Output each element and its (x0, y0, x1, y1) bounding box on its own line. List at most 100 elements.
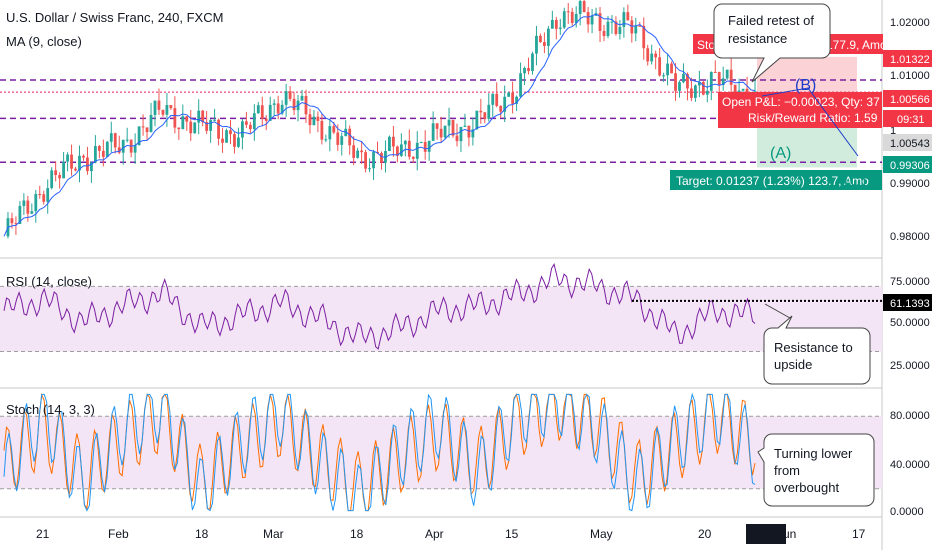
candle-body (570, 11, 574, 23)
stop-label-amount: 177.9, Amo (826, 38, 887, 52)
date-cursor-badge (746, 524, 786, 544)
candle-body (729, 69, 733, 85)
candle-body (284, 91, 288, 105)
current-price-badge (883, 90, 932, 107)
price-tick: 0.98000 (890, 231, 930, 243)
candle-body (233, 134, 236, 147)
ma-line (3, 13, 756, 237)
candle-body (30, 211, 34, 214)
candle-body (133, 145, 137, 153)
candle-body (598, 13, 602, 31)
candle-body (185, 116, 189, 122)
candle-body (423, 141, 427, 152)
candle-body (78, 155, 81, 171)
candle-body (165, 105, 169, 115)
candle-body (586, 12, 590, 25)
candle-body (515, 96, 518, 104)
time-label: Mar (263, 527, 284, 541)
candle-body (229, 130, 232, 135)
candle-body (666, 63, 669, 76)
candle-body (642, 25, 646, 49)
candle-body (189, 121, 193, 134)
candle-body (209, 120, 213, 131)
candle-body (392, 136, 395, 147)
candle-body (658, 57, 662, 76)
candle-body (399, 144, 403, 156)
candle-body (237, 137, 240, 147)
candle-body (674, 73, 677, 91)
candle-body (348, 128, 352, 146)
candle-body (697, 81, 701, 86)
candle-body (483, 112, 487, 119)
candle-body (503, 96, 507, 112)
candle-body (177, 127, 181, 130)
timer-badge-text: 09:31 (897, 114, 925, 126)
candle-body (125, 139, 129, 141)
stop-price-badge (883, 50, 932, 67)
time-label: Feb (108, 527, 129, 541)
candle-body (471, 129, 475, 138)
candle-body (686, 73, 689, 89)
candle-body (304, 95, 308, 115)
candle-body (173, 108, 177, 128)
candle-body (606, 21, 610, 37)
candle-body (336, 132, 340, 145)
candle-body (62, 161, 66, 179)
candle-body (479, 110, 483, 113)
candle-body (411, 156, 415, 159)
candle-body (308, 114, 312, 126)
candle-body (709, 71, 713, 91)
candle-body (42, 194, 46, 202)
candle-body (264, 118, 268, 121)
candle-body (447, 119, 451, 126)
candle-body (554, 19, 558, 29)
candle-body (634, 25, 638, 34)
candle-body (562, 11, 566, 28)
target-label: Target: 0.01237 (1.23%) 123.7, Amo (676, 174, 869, 188)
rsi-value-badge-text: 61.1393 (890, 298, 930, 310)
candle-body (292, 98, 296, 111)
candle-body (451, 119, 455, 136)
candle-body (550, 19, 554, 29)
stoch-tick: 40.0000 (890, 459, 930, 471)
candle-body (646, 48, 650, 62)
stoch-k-line (3, 392, 756, 512)
candle-body (109, 133, 113, 142)
candle-body (82, 155, 85, 158)
rsi-axis: 75.0000 50.0000 25.0000 61.1393 (883, 276, 932, 372)
candle-body (519, 73, 522, 97)
candle-body (324, 139, 328, 141)
candle-body (157, 100, 161, 110)
wave-b-label: (B) (795, 77, 816, 94)
candle-body (693, 85, 697, 98)
callout-resistance-upside: Resistance to upside (763, 303, 871, 385)
candle-body (507, 92, 511, 97)
candle-body (316, 116, 320, 121)
candle-body (499, 105, 503, 112)
candle-body (193, 122, 197, 134)
candle-body (618, 26, 622, 34)
wave-path (761, 87, 859, 157)
ma-indicator-label: MA (9, close) (6, 34, 82, 49)
rsi-tick: 50.0000 (890, 317, 930, 329)
candle-body (717, 72, 721, 85)
target-price-badge (883, 156, 932, 173)
price-axis: 1.02000 1.01000 1 0.99000 0.98000 1.0132… (883, 17, 932, 243)
candle-body (181, 116, 185, 130)
candle-body (260, 105, 264, 119)
candle-body (582, 1, 586, 13)
candle-body (682, 73, 685, 83)
candle-body (117, 147, 121, 153)
candle-body (388, 136, 391, 152)
wave-c-label: (C) (844, 173, 866, 190)
rsi-band (0, 286, 882, 352)
callout-resistance-line1: Resistance to (774, 340, 853, 355)
candle-body (90, 162, 93, 172)
candle-body (368, 168, 371, 170)
candle-body (419, 141, 423, 143)
candle-body (153, 100, 157, 115)
callout-failed-retest-line1: Failed retest of (728, 13, 814, 28)
candle-body (626, 12, 630, 21)
candle-body (654, 53, 658, 58)
candle-body (721, 78, 725, 85)
